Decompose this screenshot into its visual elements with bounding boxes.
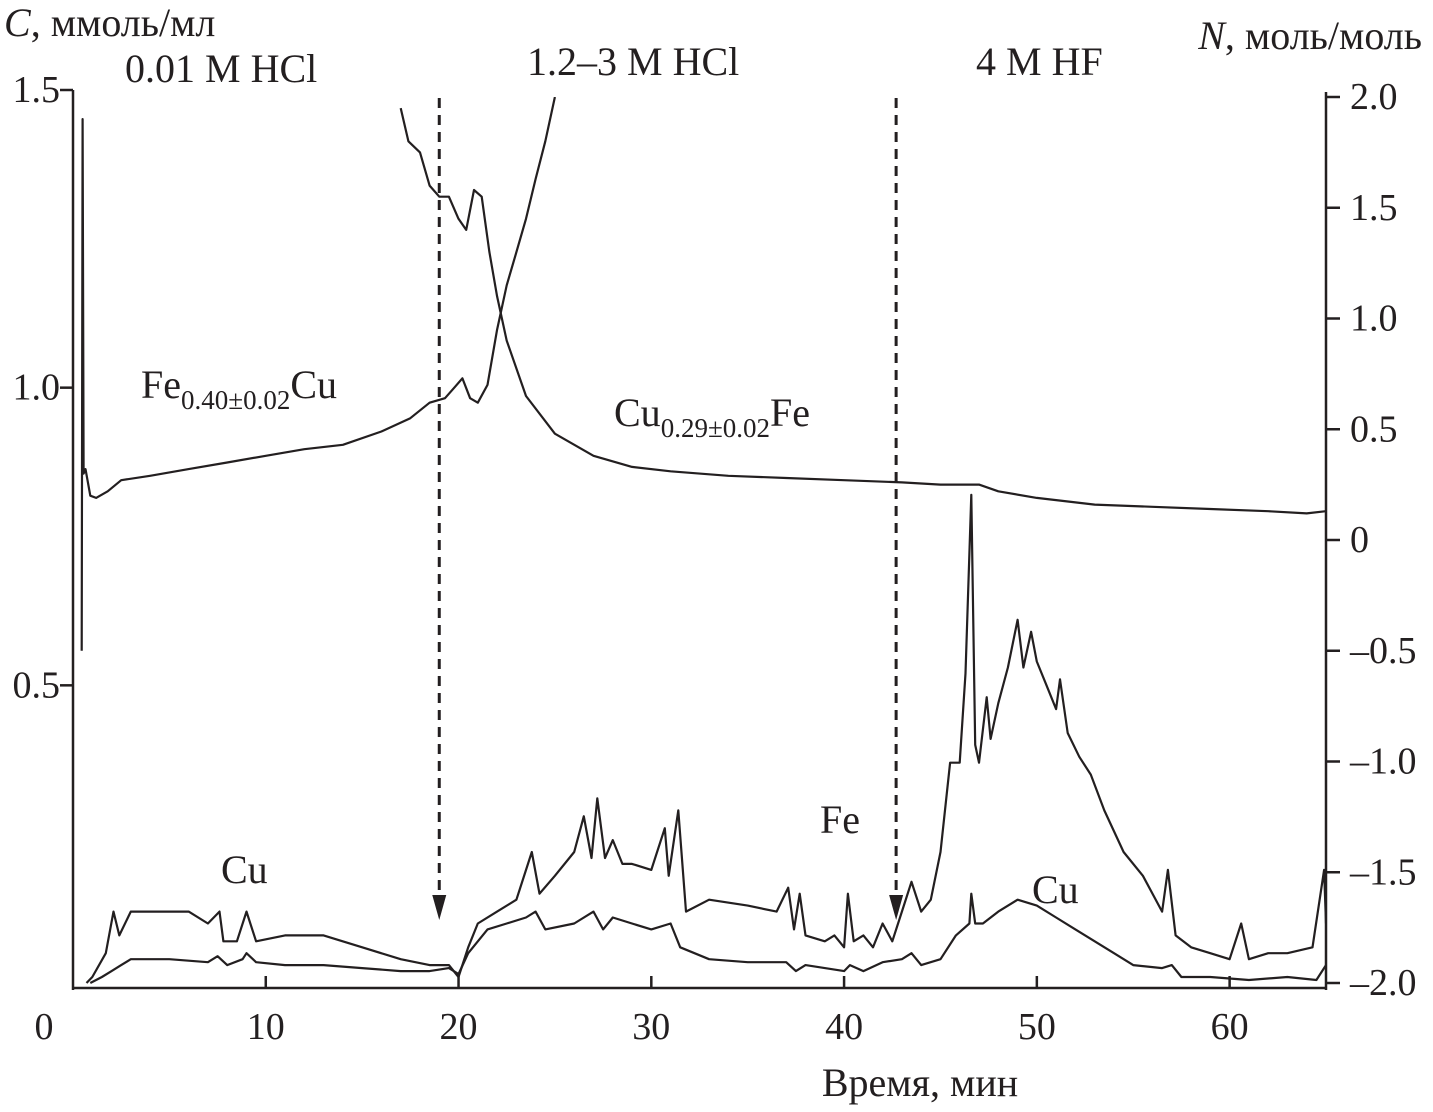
- stage-label-2: 1.2–3 M HCl: [527, 39, 739, 84]
- y-right-tick-label: –0.5: [1349, 630, 1417, 672]
- cu-curve-label-right: Cu: [1032, 867, 1079, 912]
- fe-ratio-base: Fe: [141, 362, 181, 407]
- y-left-axis-title: C, ммоль/мл: [4, 0, 215, 45]
- series-line-4: [89, 892, 1326, 984]
- fe-ratio-sub: 0.40±0.02: [181, 385, 290, 415]
- x-tick-label: 40: [825, 1006, 863, 1048]
- y-right-axis-title: N, моль/моль: [1197, 13, 1422, 58]
- fe-curve-label: Fe: [820, 797, 860, 842]
- x-ticks: 0 10 20 30 40 50 60: [35, 976, 1249, 1048]
- x-tick-label: 60: [1211, 1006, 1249, 1048]
- y-right-tick-label: 1.5: [1350, 187, 1398, 229]
- stage-label-3: 4 M HF: [976, 39, 1103, 84]
- x-tick-label: 30: [632, 1006, 670, 1048]
- y-right-tick-label: –2.0: [1349, 962, 1417, 1004]
- series-line-3: [85, 493, 1326, 984]
- y-right-axis-title-unit: , моль/моль: [1225, 13, 1422, 58]
- stage-arrow-head-1: [432, 895, 447, 920]
- y-left-axis-title-unit: , ммоль/мл: [31, 0, 216, 45]
- x-tick-label: 50: [1018, 1006, 1056, 1048]
- x-axis-title: Время, мин: [822, 1060, 1018, 1105]
- cu-ratio-base: Cu: [614, 390, 661, 435]
- y-left-tick-label: 0.5: [13, 664, 61, 706]
- y-right-tick-label: 0.5: [1350, 408, 1398, 450]
- fe-ratio-tail: Cu: [290, 362, 337, 407]
- cu-curve-label-left: Cu: [221, 847, 268, 892]
- cu-ratio-sub: 0.29±0.02: [661, 413, 770, 443]
- y-right-axis-title-symbol: N: [1197, 13, 1227, 58]
- series-layer: [80, 97, 1326, 984]
- cu-ratio-tail: Fe: [770, 390, 810, 435]
- y-right-tick-label: 2.0: [1350, 76, 1398, 118]
- series-line-2: [399, 107, 1326, 515]
- stage-label-1: 0.01 M HCl: [125, 46, 317, 91]
- stage-arrows: [432, 98, 904, 920]
- x-tick-label: 20: [440, 1006, 478, 1048]
- y-left-tick-label: 1.5: [13, 69, 61, 111]
- y-right-tick-label: –1.0: [1349, 741, 1417, 783]
- series-line-1: [80, 97, 556, 651]
- y-left-axis-title-symbol: C: [4, 0, 32, 45]
- x-tick-label: 0: [35, 1006, 54, 1048]
- fe-ratio-label: Fe0.40±0.02Cu: [141, 362, 337, 415]
- y-right-ticks: 2.0 1.5 1.0 0.5 0 –0.5 –1.0 –1.5 –2.0: [1326, 76, 1417, 1004]
- stage-arrow-head-2: [889, 895, 904, 920]
- y-left-ticks: 0.5 1.0 1.5: [13, 69, 73, 706]
- y-right-tick-label: –1.5: [1349, 851, 1417, 893]
- y-right-tick-label: 1.0: [1350, 298, 1398, 340]
- cu-ratio-label: Cu0.29±0.02Fe: [614, 390, 810, 443]
- x-tick-label: 10: [247, 1006, 285, 1048]
- y-right-tick-label: 0: [1350, 519, 1369, 561]
- y-left-tick-label: 1.0: [13, 367, 61, 409]
